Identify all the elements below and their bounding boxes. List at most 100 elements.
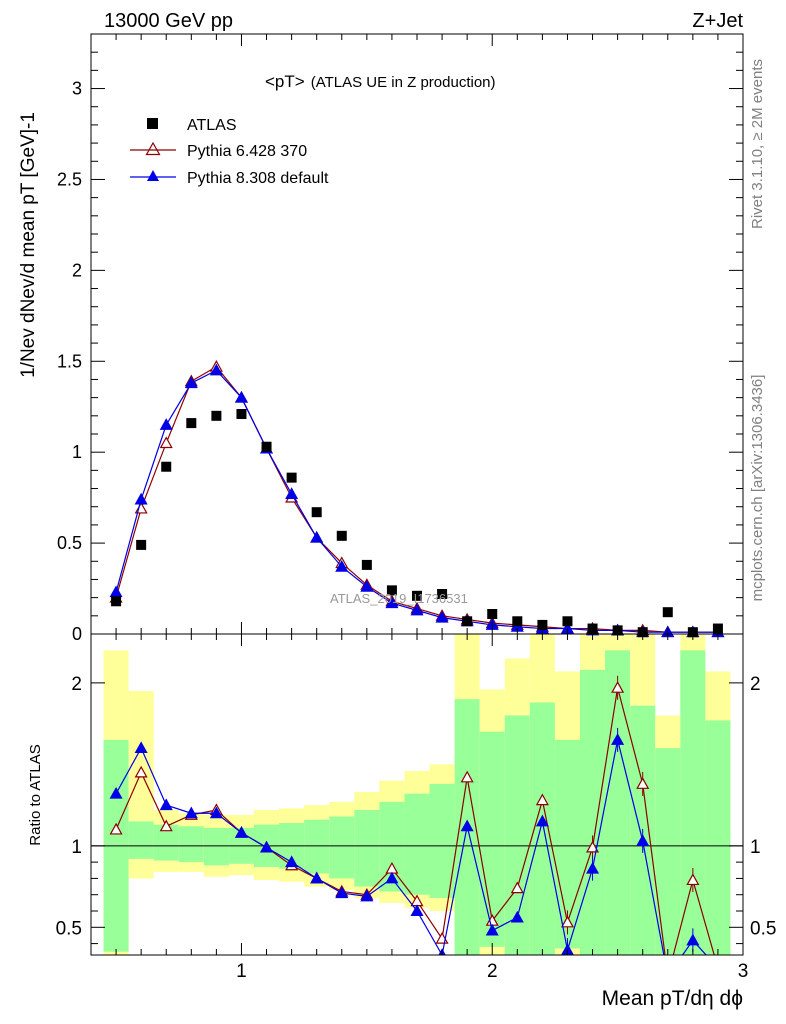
atlas-data-point [211, 410, 222, 421]
ratio-point [662, 971, 673, 981]
main-point [134, 492, 148, 505]
x-tick-label: 3 [738, 961, 749, 982]
atlas-data-point [437, 589, 448, 599]
ratio-point [159, 798, 173, 811]
ratio-point [636, 777, 650, 789]
ratio-point [712, 963, 723, 973]
ratio-point [134, 741, 148, 754]
ratio-panel-content [109, 675, 723, 981]
ratio-point [159, 819, 173, 832]
plot-subtitle: (ATLAS UE in Z production) [311, 74, 496, 91]
band-inner [605, 650, 631, 955]
main-point [360, 579, 374, 592]
main-point [159, 436, 173, 449]
ratio-point [335, 886, 349, 899]
main-y-tick-label: 2 [72, 260, 82, 280]
atlas-data-point [386, 585, 397, 596]
ratio-point [234, 826, 248, 838]
ratio-point [460, 770, 474, 783]
ratio-point [586, 861, 600, 874]
band-inner [580, 669, 606, 955]
atlas-data-point [462, 616, 473, 627]
main-point [184, 376, 198, 389]
main-point [310, 530, 324, 543]
ratio-point [611, 681, 625, 693]
ratio-y-tick-label: 2 [71, 674, 82, 695]
mcplots-label: mcplots.cern.ch [arXiv:1306.3436] [749, 375, 766, 602]
band-inner [479, 731, 505, 947]
main-y-tick-label: 2.5 [57, 169, 82, 189]
band-inner [429, 783, 455, 898]
ratio-point [662, 971, 673, 981]
ratio-point [134, 765, 148, 778]
ratio-y-tick-label-right: 2 [750, 674, 761, 695]
atlas-data-point [161, 461, 172, 472]
ratio-point [184, 806, 198, 819]
band-inner [203, 827, 229, 866]
main-point [159, 418, 173, 430]
ratio-point [209, 806, 223, 819]
ratio-point [560, 915, 574, 928]
band-inner [128, 821, 154, 859]
main-point [385, 596, 399, 609]
main-y-tick-label: 1.5 [57, 351, 82, 371]
plot-title: <pT> (ATLAS UE in Z production) [265, 72, 496, 91]
analysis-watermark: ATLAS_2019_I1736531 [330, 591, 468, 606]
legend-pythia8-label: Pythia 8.308 default [187, 170, 329, 187]
ratio-point [686, 873, 700, 886]
band-inner [404, 793, 430, 895]
ratio-point [535, 793, 549, 806]
x-tick-label: 1 [236, 961, 247, 982]
ratio-point [385, 871, 399, 884]
x-axis-title: Mean pT/dη dϕ [602, 987, 743, 1010]
plot-title-main: <pT> [265, 72, 305, 91]
ratio-y-tick-label-right: 1 [750, 837, 761, 858]
ratio-point [460, 819, 474, 832]
ratio-y-tick-label-right: 0.5 [750, 918, 776, 939]
ratio-point [410, 904, 424, 917]
main-point [335, 559, 349, 572]
main-point [435, 610, 449, 623]
main-y-tick-label: 0.5 [57, 533, 82, 553]
atlas-data-point [261, 441, 272, 452]
process-label: Z+Jet [692, 10, 743, 32]
legend-pythia8-marker [147, 170, 159, 181]
band-inner [705, 720, 731, 955]
ratio-point [485, 923, 499, 936]
ratio-point [109, 822, 123, 835]
ratio-point [510, 910, 524, 923]
atlas-data-point [111, 596, 122, 607]
ratio-point [686, 933, 700, 946]
band-inner [329, 816, 355, 879]
band-inner [178, 826, 204, 863]
ratio-point [285, 855, 299, 868]
atlas-data-point [512, 616, 523, 627]
atlas-data-point [412, 590, 422, 601]
atlas-data-point [487, 609, 498, 619]
ratio-point [586, 840, 600, 853]
main-y-tick-label: 0 [72, 624, 82, 644]
atlas-data-point [336, 530, 347, 541]
band-inner [529, 702, 555, 955]
atlas-data-point [136, 539, 147, 550]
band-inner [655, 748, 681, 955]
ratio-point [611, 733, 625, 745]
ratio-point [109, 786, 123, 799]
ratio-point [510, 881, 524, 894]
legend-atlas-marker [147, 118, 158, 129]
rivet-label: Rivet 3.1.10, ≥ 2M events [749, 59, 766, 229]
main-point [109, 585, 123, 598]
legend-atlas-label: ATLAS [187, 117, 237, 134]
main-y-tick-label: 3 [72, 79, 82, 99]
ratio-point [310, 871, 324, 884]
atlas-data-point [562, 616, 573, 627]
ratio-point [360, 889, 374, 902]
main-y-axis-title: 1/Nev dNev/d mean pT [GeV]-1 [18, 112, 39, 378]
atlas-data-point [236, 409, 247, 419]
atlas-data-point [186, 418, 197, 429]
energy-label: 13000 GeV pp [104, 10, 233, 32]
main-point [285, 487, 299, 499]
atlas-data-point [662, 607, 673, 618]
atlas-data-point [311, 507, 322, 518]
